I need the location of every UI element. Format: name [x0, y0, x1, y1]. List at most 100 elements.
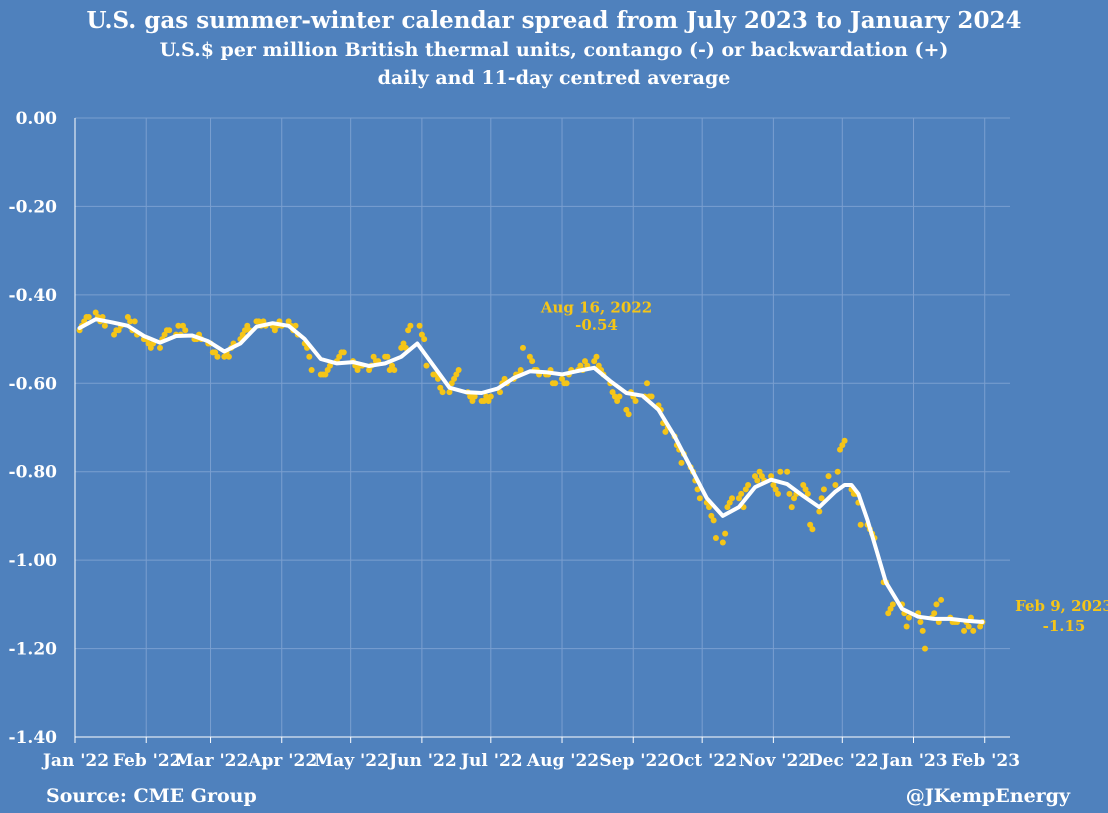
daily-point	[770, 481, 777, 488]
daily-point	[285, 318, 292, 325]
daily-point	[832, 481, 839, 488]
x-tick-label: Nov '22	[739, 751, 811, 771]
daily-point	[885, 610, 892, 617]
daily-point	[917, 619, 924, 626]
daily-point	[127, 318, 134, 325]
daily-point	[526, 353, 533, 360]
daily-point	[788, 504, 795, 511]
daily-point	[384, 353, 391, 360]
annotations: Aug 16, 2022-0.54 Feb 9, 2023 -1.15	[540, 299, 1108, 635]
daily-point	[519, 344, 526, 351]
daily-point	[437, 384, 444, 391]
daily-point	[552, 380, 559, 387]
daily-point	[471, 393, 478, 400]
daily-point	[242, 327, 248, 334]
daily-point	[324, 367, 331, 374]
daily-point	[131, 318, 138, 325]
daily-point	[386, 367, 393, 374]
daily-point	[292, 322, 299, 329]
daily-point	[625, 411, 632, 418]
daily-point	[421, 336, 428, 343]
daily-point	[354, 367, 361, 374]
daily-point	[774, 490, 781, 497]
daily-point	[738, 490, 745, 497]
daily-point	[791, 495, 798, 502]
daily-point	[710, 517, 717, 524]
daily-point	[327, 362, 333, 369]
daily-point	[648, 393, 655, 400]
daily-point	[175, 322, 182, 329]
source-note: Source: CME Group	[46, 785, 257, 807]
daily-point	[752, 473, 758, 480]
x-tick-label: Aug '22	[526, 751, 599, 771]
daily-point	[434, 375, 441, 382]
daily-point	[722, 530, 729, 537]
daily-point	[623, 406, 630, 413]
daily-point	[729, 495, 736, 502]
daily-point	[214, 353, 221, 360]
daily-point	[340, 349, 347, 356]
daily-point	[820, 486, 827, 493]
chart-title: U.S. gas summer-winter calendar spread f…	[86, 7, 1022, 34]
daily-point	[611, 393, 618, 400]
daily-point	[712, 535, 719, 542]
x-tick-label: May '22	[314, 751, 389, 771]
daily-point	[970, 627, 977, 634]
grid-lines	[75, 117, 1010, 737]
daily-point	[212, 349, 219, 356]
daily-point	[559, 375, 566, 382]
daily-point	[706, 504, 713, 511]
daily-point	[816, 508, 823, 515]
daily-point	[678, 459, 685, 466]
daily-point	[407, 322, 414, 329]
daily-point	[933, 601, 940, 608]
daily-point	[616, 393, 623, 400]
daily-point	[644, 380, 651, 387]
daily-point	[903, 623, 910, 630]
daily-point	[467, 393, 474, 400]
daily-point	[694, 486, 701, 493]
daily-point	[857, 521, 864, 528]
daily-point	[487, 393, 494, 400]
daily-point	[609, 389, 616, 396]
daily-point	[423, 362, 430, 369]
x-tick-label: Jan '23	[879, 751, 947, 771]
daily-point	[632, 397, 639, 404]
x-tick-label: Apr '22	[247, 751, 317, 771]
daily-point	[696, 495, 703, 502]
daily-point	[784, 468, 791, 475]
x-tick-label: Jul '22	[459, 751, 523, 771]
daily-point	[834, 468, 841, 475]
daily-point	[115, 327, 122, 334]
daily-point	[92, 309, 99, 316]
daily-point	[563, 380, 570, 387]
daily-point	[480, 397, 487, 404]
daily-point	[754, 477, 761, 484]
daily-point	[244, 322, 251, 329]
daily-point	[768, 473, 775, 480]
daily-point	[887, 605, 894, 612]
daily-point	[841, 437, 848, 444]
daily-point	[308, 367, 315, 374]
daily-point	[166, 327, 173, 334]
daily-point	[446, 389, 453, 396]
daily-point	[416, 322, 423, 329]
daily-point	[889, 601, 896, 608]
y-tick-label: -1.00	[9, 551, 58, 571]
daily-point	[807, 521, 814, 528]
daily-point	[591, 358, 598, 365]
daily-point	[221, 353, 228, 360]
daily-point	[742, 486, 749, 493]
y-tick-label: -0.60	[9, 374, 58, 394]
daily-point	[111, 331, 118, 338]
daily-point	[818, 495, 825, 502]
daily-point	[179, 322, 186, 329]
x-tick-label: Feb '22	[113, 751, 182, 771]
daily-point	[124, 313, 131, 320]
daily-point	[455, 367, 462, 374]
daily-point	[391, 367, 398, 374]
daily-point	[255, 318, 262, 325]
daily-point	[497, 389, 503, 396]
daily-point	[777, 468, 784, 475]
daily-point	[306, 353, 313, 360]
